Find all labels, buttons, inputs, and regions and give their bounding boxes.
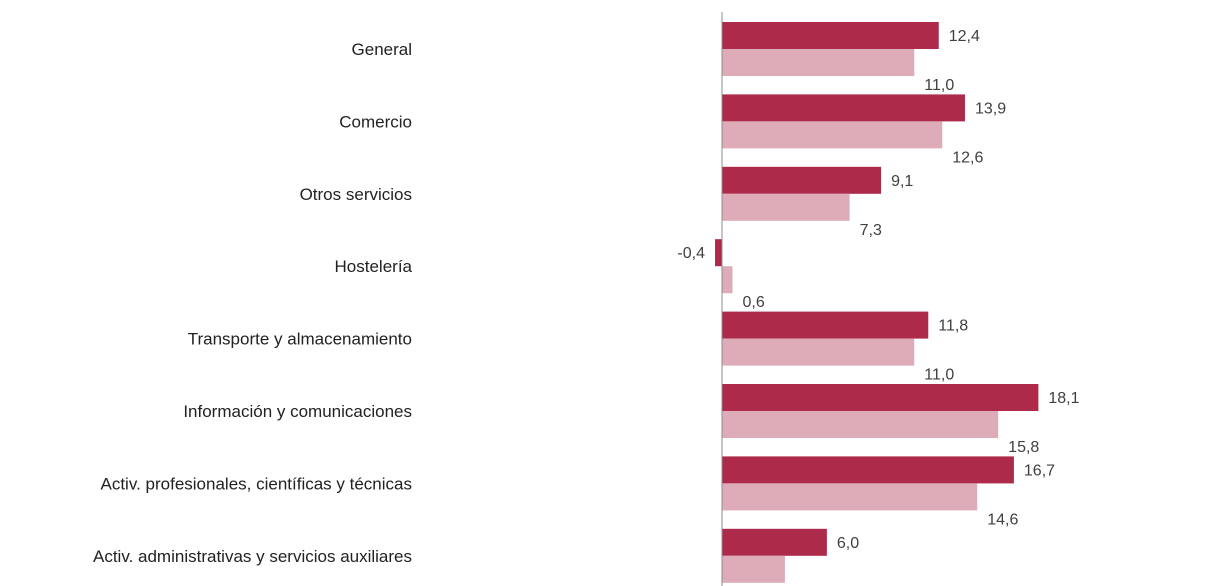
bar-series-2 xyxy=(722,483,978,511)
category-label: Hostelería xyxy=(335,257,413,276)
data-label-series-1: 6,0 xyxy=(837,535,859,552)
bar-series-2 xyxy=(722,49,915,76)
data-label-series-2: 12,6 xyxy=(952,149,983,166)
category-label: Transporte y almacenamiento xyxy=(188,330,412,349)
category-label: Activ. administrativas y servicios auxil… xyxy=(93,547,412,566)
data-label-series-2: 0,6 xyxy=(742,294,764,311)
bar-series-1 xyxy=(715,239,722,267)
data-label-series-1: 16,7 xyxy=(1024,462,1055,479)
bar-series-1 xyxy=(722,22,939,49)
bars-layer xyxy=(715,22,1039,583)
data-label-series-1: 11,8 xyxy=(938,318,968,335)
bar-series-1 xyxy=(722,456,1014,484)
data-label-series-2: 15,8 xyxy=(1008,439,1039,456)
bar-series-1 xyxy=(722,94,965,122)
data-label-series-2: 14,6 xyxy=(987,511,1018,528)
category-label: Comercio xyxy=(339,112,412,131)
bar-series-1 xyxy=(722,311,929,339)
bar-series-2 xyxy=(722,121,943,149)
data-label-series-2: 3,6 xyxy=(795,584,817,586)
data-label-series-1: 12,4 xyxy=(949,28,980,45)
bar-series-2 xyxy=(722,411,999,438)
bar-series-2 xyxy=(722,266,733,294)
data-label-series-2: 11,0 xyxy=(924,77,954,94)
bar-series-2 xyxy=(722,193,850,221)
bar-series-2 xyxy=(722,555,785,583)
category-label: Otros servicios xyxy=(300,185,412,204)
data-label-series-1: -0,4 xyxy=(677,245,705,262)
bar-series-1 xyxy=(722,384,1039,411)
data-label-series-2: 7,3 xyxy=(860,222,882,239)
category-label: Información y comunicaciones xyxy=(183,402,412,421)
bar-series-1 xyxy=(722,528,827,556)
bar-series-2 xyxy=(722,338,915,366)
data-label-series-2: 11,0 xyxy=(924,367,954,384)
category-label: General xyxy=(352,40,412,59)
data-label-series-1: 18,1 xyxy=(1048,390,1079,407)
category-label: Activ. profesionales, científicas y técn… xyxy=(101,474,413,493)
labels-layer: General 12,4 11,0 Comercio 13,9 12,6 Otros ser… xyxy=(93,28,1080,586)
data-label-series-1: 9,1 xyxy=(891,173,913,190)
bar-series-1 xyxy=(722,166,882,194)
data-label-series-1: 13,9 xyxy=(975,100,1006,117)
